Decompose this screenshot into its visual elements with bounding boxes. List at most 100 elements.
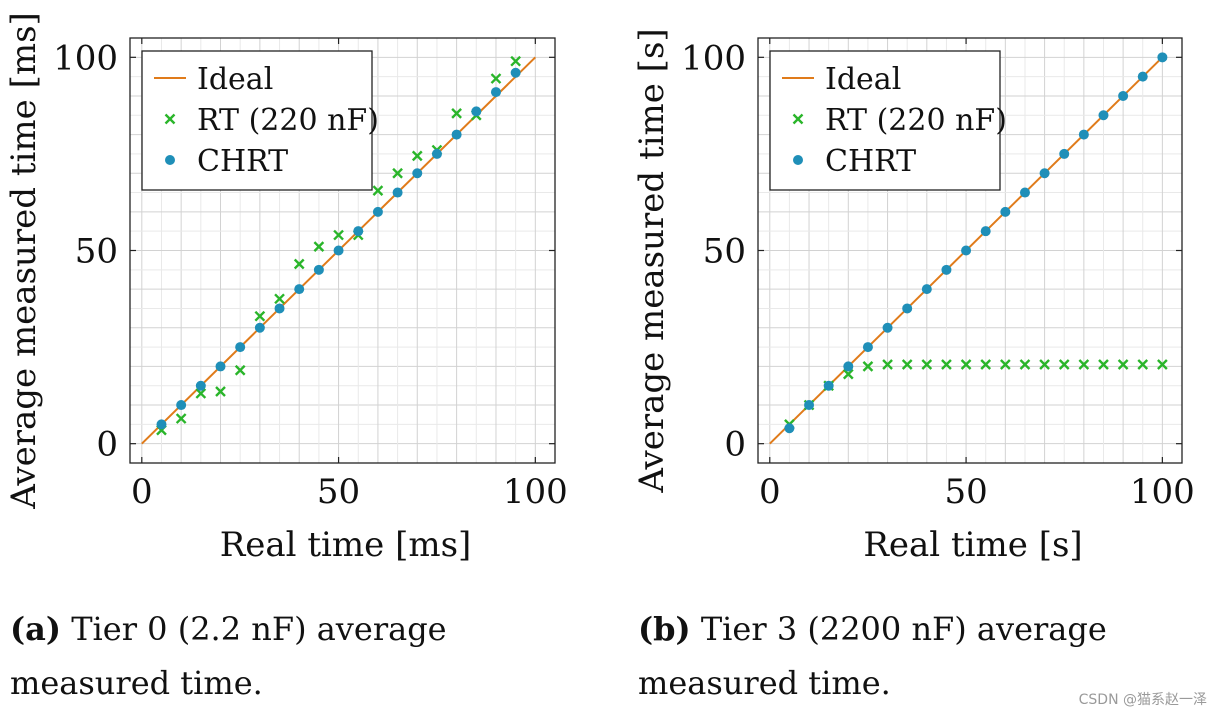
panel-a-rt-point <box>254 310 266 322</box>
panel-a-chrt-point <box>274 303 285 314</box>
panel-b-rt-point <box>1019 359 1031 370</box>
panel-a-rt-point <box>392 167 403 179</box>
panel-a-rt-point <box>411 150 423 162</box>
panel-a-chrt-point <box>353 226 364 237</box>
panel-a-rt-point-stroke <box>254 310 266 322</box>
panel-b-x-axis-label: Real time [s] <box>863 525 1082 565</box>
panel-b-y-axis-label: Average measured time [s] <box>632 28 672 493</box>
caption-a-label: (a) <box>10 610 62 648</box>
panel-a: 0 50 100 0 50 100 Real time [ms] Average measur… <box>4 12 568 565</box>
panel-b-rt-point <box>960 359 972 370</box>
panel-a-legend-rt-key-stroke <box>164 113 176 125</box>
panel-b-rt-point <box>1117 359 1129 370</box>
panel-a-chrt-point <box>235 342 246 353</box>
panel-b-rt-point <box>980 359 992 370</box>
panel-b-rt-point-stroke <box>960 359 972 370</box>
panel-a-xtick-label: 100 <box>503 472 568 512</box>
panel-a-rt-point <box>313 241 325 252</box>
panel-b-chrt-point <box>1019 187 1030 198</box>
panel-b-rt-point-stroke <box>1098 359 1109 370</box>
panel-b-chrt-point <box>843 361 854 372</box>
panel-a-rt-point-stroke <box>372 185 384 196</box>
panel-b-chrt-point <box>1157 52 1168 63</box>
panel-b-rt-point-stroke <box>999 359 1011 370</box>
panel-a-legend-label: Ideal <box>197 62 273 97</box>
panel-b-chrt-point <box>862 342 873 353</box>
panel-a-legend-box <box>141 50 373 191</box>
panel-b-rt-point-stroke <box>1117 359 1129 370</box>
panel-a-rt-point-stroke <box>293 258 305 270</box>
panel-b-chrt-point <box>1098 110 1109 121</box>
panel-b-rt-point-stroke <box>1137 359 1149 370</box>
panel-b-chrt-point <box>980 226 991 237</box>
panel-a-chrt-point <box>451 129 462 140</box>
panel-a-rt-point <box>293 258 305 270</box>
panel-a-rt-point <box>451 107 462 119</box>
panel-b-rt-point <box>842 368 854 380</box>
watermark: CSDN @猫系赵一泽 <box>1078 692 1207 708</box>
panel-b-rt-point <box>1058 359 1070 370</box>
panel-a-chrt-point <box>372 206 383 217</box>
panel-b-chrt-point <box>804 400 815 411</box>
panel-b-chrt-point <box>1137 71 1148 82</box>
panel-b-ytick-label: 0 <box>724 425 746 465</box>
panel-a-chrt-point <box>176 400 187 411</box>
panel-a-chrt-point <box>333 245 344 256</box>
panel-a-ytick-label: 100 <box>53 38 118 78</box>
panel-a-xtick-label: 0 <box>131 472 153 512</box>
panel-b-chrt-point <box>902 303 913 314</box>
panel-b-chrt-point <box>1078 129 1089 140</box>
panel-b-series-dot <box>784 52 1168 434</box>
panel-b-xtick-label: 50 <box>944 472 987 512</box>
panel-a-rt-point <box>333 229 344 241</box>
panel-b-rt-point <box>1098 359 1109 370</box>
panel-a-rt-point <box>490 73 502 84</box>
panel-b-rt-point-stroke <box>842 368 854 380</box>
panel-a-rt-point <box>510 55 521 67</box>
panel-a-series-dot <box>156 67 521 430</box>
caption-a-text: Tier 0 (2.2 nF) average measured time. <box>10 610 447 702</box>
panel-b-xtick-label: 100 <box>1130 472 1195 512</box>
panel-b-rt-point-stroke <box>901 359 913 370</box>
panel-a-x-axis-label: Real time [ms] <box>220 525 472 565</box>
panel-b-rt-point-stroke <box>1019 359 1031 370</box>
panel-b-rt-point <box>882 359 893 370</box>
panel-a-xtick-label: 50 <box>317 472 360 512</box>
panel-a-rt-point-stroke <box>411 150 423 162</box>
panel-b-rt-point <box>901 359 913 370</box>
panel-a-rt-point <box>215 386 226 397</box>
panel-b-rt-point-stroke <box>862 361 874 372</box>
panel-a-rt-point-stroke <box>234 364 246 376</box>
panel-a-legend-label: RT (220 nF) <box>197 103 379 138</box>
panel-b-rt-point-stroke <box>882 359 893 370</box>
panel-b-rt-point <box>1157 359 1168 370</box>
panel-a-legend-label: CHRT <box>197 144 288 179</box>
panel-a-rt-point-stroke <box>175 413 187 424</box>
panel-b-rt-point <box>999 359 1011 370</box>
panel-b-legend-rt-key <box>792 113 804 125</box>
panel-b: 0 50 100 0 50 100 Real time [s] Average measure… <box>632 28 1195 565</box>
panel-b-rt-point-stroke <box>980 359 992 370</box>
caption-a: (a) Tier 0 (2.2 nF) average measured tim… <box>10 602 600 710</box>
panel-a-chrt-point <box>156 419 167 430</box>
panel-a-ytick-label: 50 <box>75 232 118 272</box>
panel-a-rt-point-stroke <box>510 55 521 67</box>
panel-a-legend-rt-key <box>164 113 176 125</box>
panel-b-rt-point <box>921 359 933 370</box>
panel-a-chrt-point <box>510 67 521 78</box>
panel-a-rt-point <box>274 293 285 305</box>
panel-b-legend-label: CHRT <box>825 144 916 179</box>
caption-b: (b) Tier 3 (2200 nF) average measured ti… <box>638 602 1221 710</box>
panel-a-chrt-point <box>431 148 442 159</box>
panel-b-ytick-label: 100 <box>681 38 746 78</box>
panel-a-legend: Ideal RT (220 nF) CHRT <box>141 50 379 191</box>
panel-a-rt-point-stroke <box>333 229 344 241</box>
panel-a-legend-chrt-key <box>165 155 175 165</box>
panel-b-rt-point <box>1039 359 1050 370</box>
panel-b-rt-point <box>941 359 952 370</box>
panel-a-ytick-label: 0 <box>96 425 118 465</box>
panel-a-rt-point <box>175 413 187 424</box>
panel-a-chrt-point <box>490 87 501 98</box>
panel-a-rt-point-stroke <box>215 386 226 397</box>
